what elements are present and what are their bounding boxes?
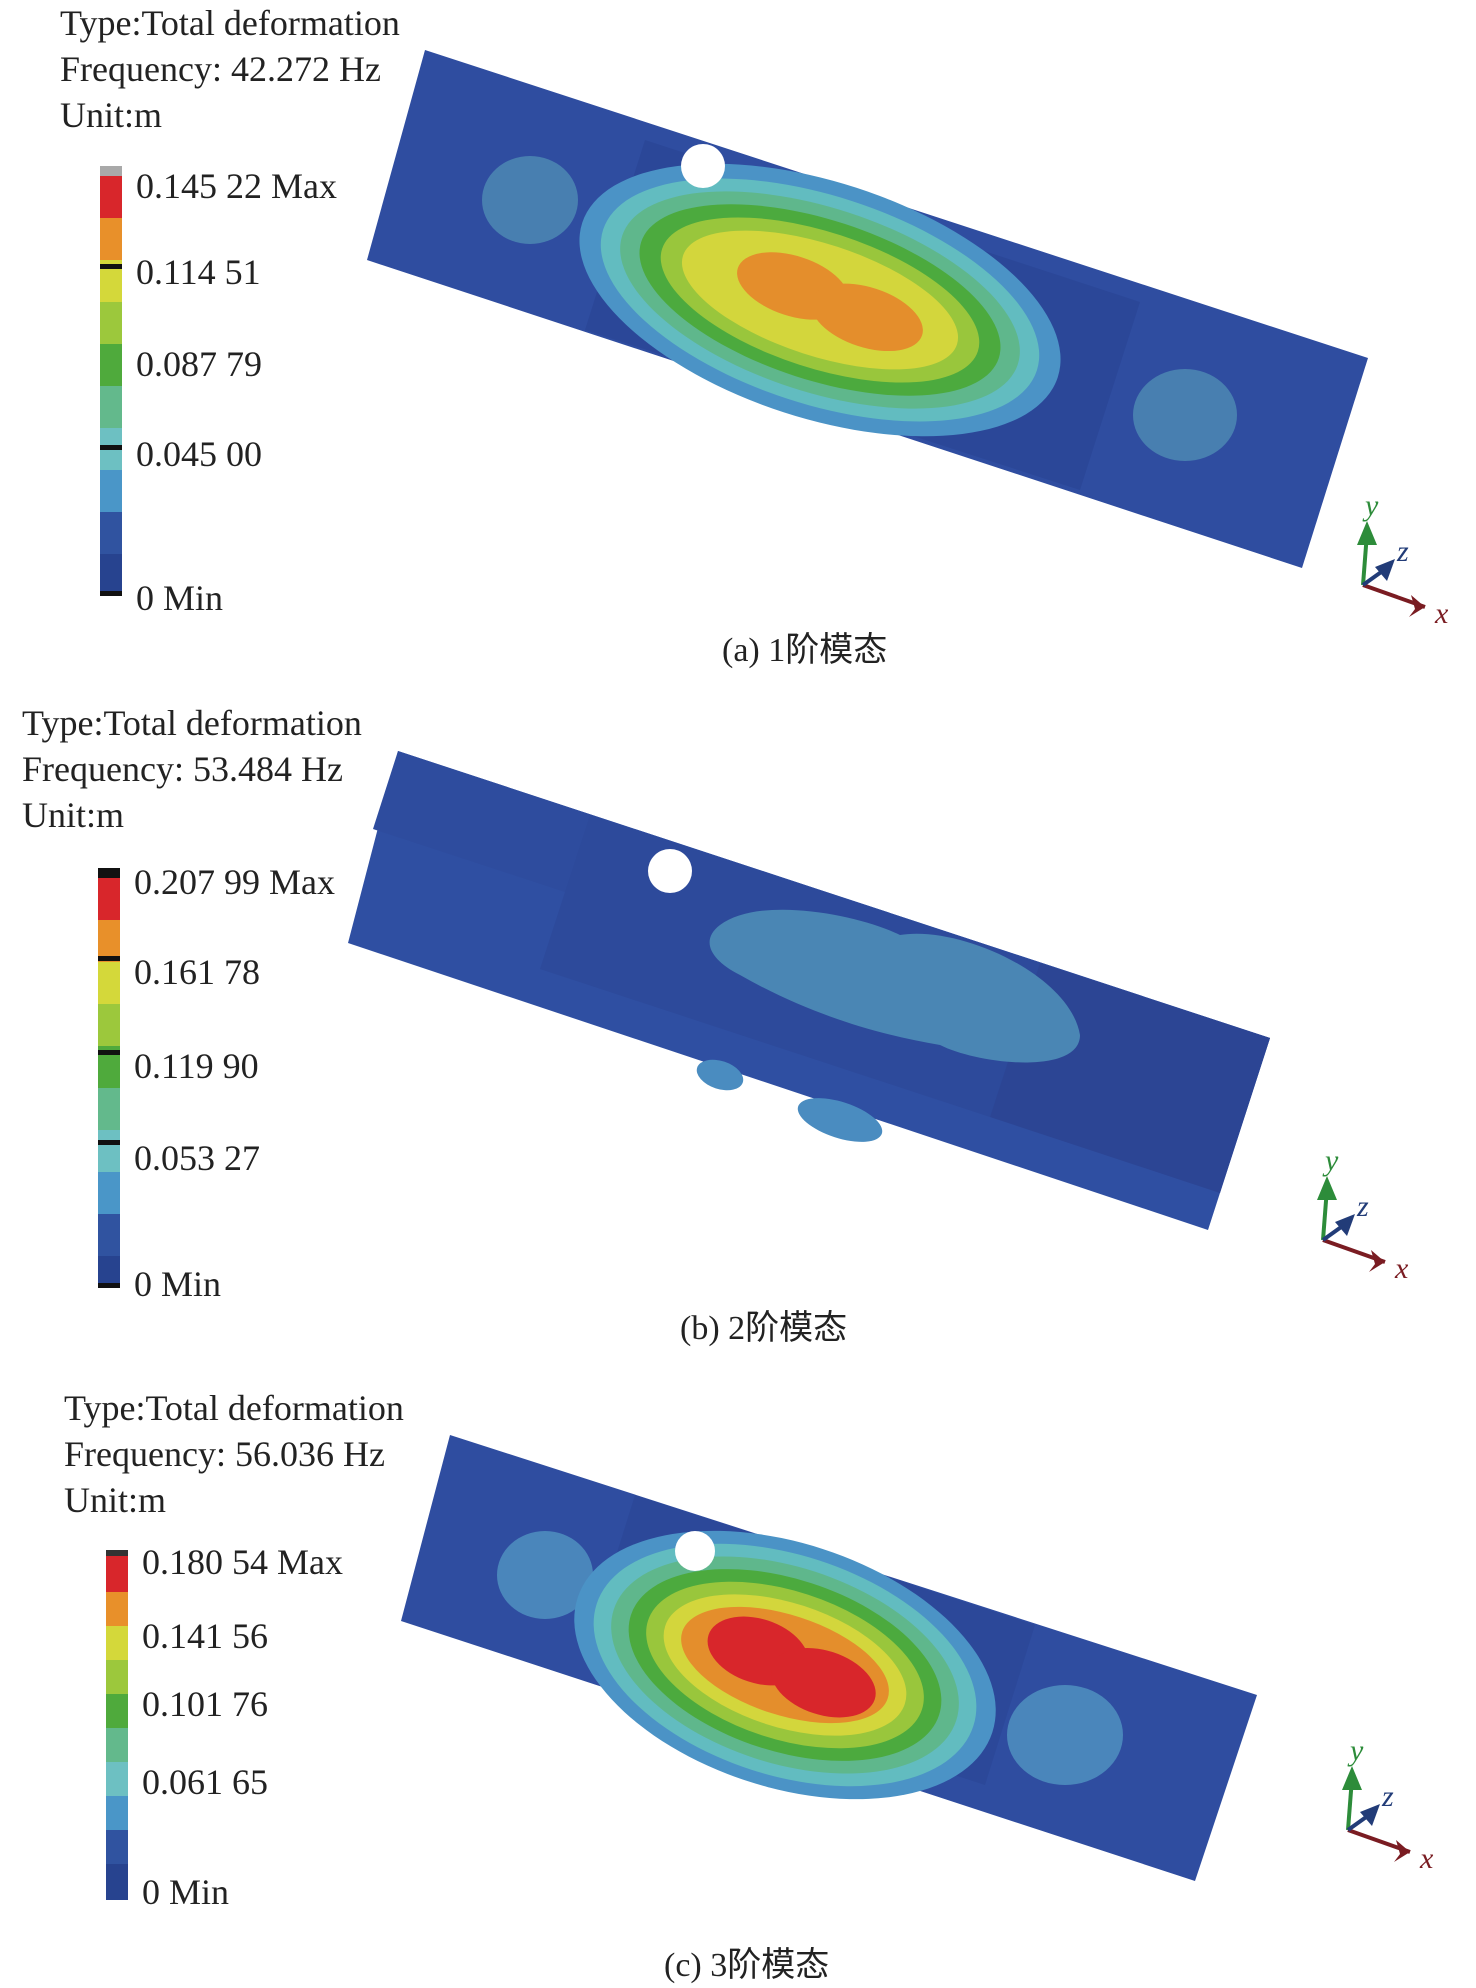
info-block: Type:Total deformation Frequency: 53.484… [22, 700, 362, 838]
type-label: Type:Total deformation [60, 3, 400, 43]
color-legend: 0.180 54 Max 0.141 56 0.101 76 0.061 65 … [106, 1542, 406, 1980]
panel-mode-1: Type:Total deformation Frequency: 42.272… [0, 0, 1476, 670]
legend-max-label: 0.145 22 Max [136, 166, 337, 206]
unit-label: Unit:m [60, 95, 163, 135]
info-block: Type:Total deformation Frequency: 56.036… [64, 1385, 404, 1523]
deformation-contour-plot [367, 50, 1368, 568]
legend-min-label: 0 Min [142, 1872, 230, 1912]
axis-label-y: y [1347, 1734, 1364, 1767]
axis-label-z: z [1396, 535, 1409, 568]
legend-label: 0.053 27 [134, 1138, 260, 1178]
unit-label: Unit:m [64, 1480, 167, 1520]
figure-caption: (b) 2阶模态 [680, 1310, 848, 1347]
legend-label: 0.161 78 [134, 952, 260, 992]
type-label: Type:Total deformation [64, 1388, 404, 1428]
frequency-label: Frequency: 53.484 Hz [22, 749, 343, 789]
legend-label: 0.141 56 [142, 1616, 268, 1656]
frequency-label: Frequency: 56.036 Hz [64, 1434, 385, 1474]
legend-max-label: 0.207 99 Max [134, 862, 335, 902]
axis-label-y: y [1322, 1144, 1339, 1177]
coordinate-axes: y z x [1342, 1734, 1434, 1870]
legend-label: 0.101 76 [142, 1684, 268, 1724]
panel-mode-2: Type:Total deformation Frequency: 53.484… [0, 700, 1476, 1347]
legend-label: 0.061 65 [142, 1762, 268, 1802]
axis-label-z: z [1381, 1780, 1394, 1813]
legend-max-label: 0.180 54 Max [142, 1542, 343, 1582]
type-label: Type:Total deformation [22, 703, 362, 743]
legend-label: 0.045 00 [136, 434, 262, 474]
legend-color-bar [106, 1550, 128, 1900]
color-legend: 0.145 22 Max 0.114 51 0.087 79 0.045 00 … [100, 166, 400, 618]
legend-label: 0.119 90 [134, 1046, 259, 1086]
deformation-contour-plot [401, 1435, 1257, 1881]
figure-caption: (c) 3阶模态 [664, 1947, 830, 1984]
legend-color-bar [100, 166, 122, 596]
frequency-label: Frequency: 42.272 Hz [60, 49, 381, 89]
color-legend: 0.207 99 Max 0.161 78 0.119 90 0.053 27 … [98, 862, 398, 1304]
axis-label-x: x [1434, 597, 1449, 625]
legend-label: 0.087 79 [136, 344, 262, 384]
axis-label-x: x [1419, 1842, 1434, 1870]
legend-color-bar [98, 868, 120, 1288]
figure-caption: (a) 1阶模态 [722, 632, 888, 669]
axis-label-z: z [1356, 1190, 1369, 1223]
panel-mode-3: Type:Total deformation Frequency: 56.036… [0, 1385, 1476, 1985]
axis-label-x: x [1394, 1252, 1409, 1280]
legend-label: 0.114 51 [136, 252, 261, 292]
info-block: Type:Total deformation Frequency: 42.272… [60, 0, 400, 138]
axis-label-y: y [1362, 489, 1379, 522]
unit-label: Unit:m [22, 795, 125, 835]
coordinate-axes: y z x [1317, 1144, 1409, 1280]
legend-min-label: 0 Min [134, 1264, 222, 1304]
deformation-contour-plot [348, 751, 1270, 1230]
legend-min-label: 0 Min [136, 578, 224, 618]
coordinate-axes: y z x [1357, 489, 1449, 625]
